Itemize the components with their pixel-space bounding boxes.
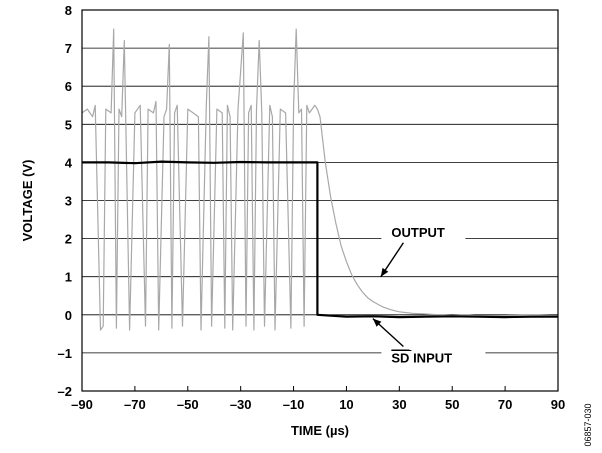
plot-frame — [81, 9, 559, 392]
figure-id: 06857-030 — [583, 403, 593, 446]
y-tick-label: 3 — [65, 194, 72, 209]
annotation-overline-text: SD — [391, 351, 409, 366]
x-tick-label: –90 — [71, 397, 93, 412]
annotation-label: OUTPUT — [391, 225, 445, 240]
annotations: OUTPUT SD INPUT — [372, 222, 486, 367]
x-tick-label: 30 — [392, 397, 406, 412]
x-tick-label: 10 — [339, 397, 353, 412]
x-axis-title: TIME (µs) — [291, 423, 349, 438]
x-tick-label: 50 — [445, 397, 459, 412]
x-tick-label: –70 — [124, 397, 146, 412]
y-tick-label: 1 — [65, 270, 72, 285]
gridlines — [82, 47, 558, 354]
y-axis-title: VOLTAGE (V) — [20, 160, 35, 242]
y-tick-label: 6 — [65, 79, 72, 94]
x-tick-label: 90 — [551, 397, 565, 412]
x-tick-label: –10 — [283, 397, 305, 412]
x-tick-label: 70 — [498, 397, 512, 412]
y-tick-label: 0 — [65, 308, 72, 323]
annotation-bg — [381, 222, 466, 241]
y-tick-label: 4 — [65, 155, 73, 170]
annotation-arrowhead — [380, 267, 389, 277]
annotation-label: SD INPUT — [391, 351, 452, 366]
y-tick-label: –1 — [58, 346, 72, 361]
x-tick-label: –50 — [177, 397, 199, 412]
y-tick-label: 7 — [65, 41, 72, 56]
y-axis-ticks: –2 –1 0 1 2 3 4 5 6 7 8 — [58, 3, 73, 399]
annotation-bg — [381, 348, 486, 367]
x-tick-label: –30 — [230, 397, 252, 412]
series-line-output — [81, 28, 559, 331]
annotation-rest-text: INPUT — [409, 351, 452, 366]
y-tick-label: –2 — [58, 384, 72, 399]
series-line-sd-input — [82, 160, 558, 319]
y-tick-label: 2 — [65, 232, 72, 247]
series-group — [81, 28, 559, 331]
annotation-arrowhead — [372, 318, 382, 327]
x-axis-ticks: –90 –70 –50 –30 –10 10 30 50 70 90 — [71, 386, 565, 412]
y-tick-label: 5 — [65, 117, 72, 132]
y-tick-label: 8 — [65, 3, 72, 18]
